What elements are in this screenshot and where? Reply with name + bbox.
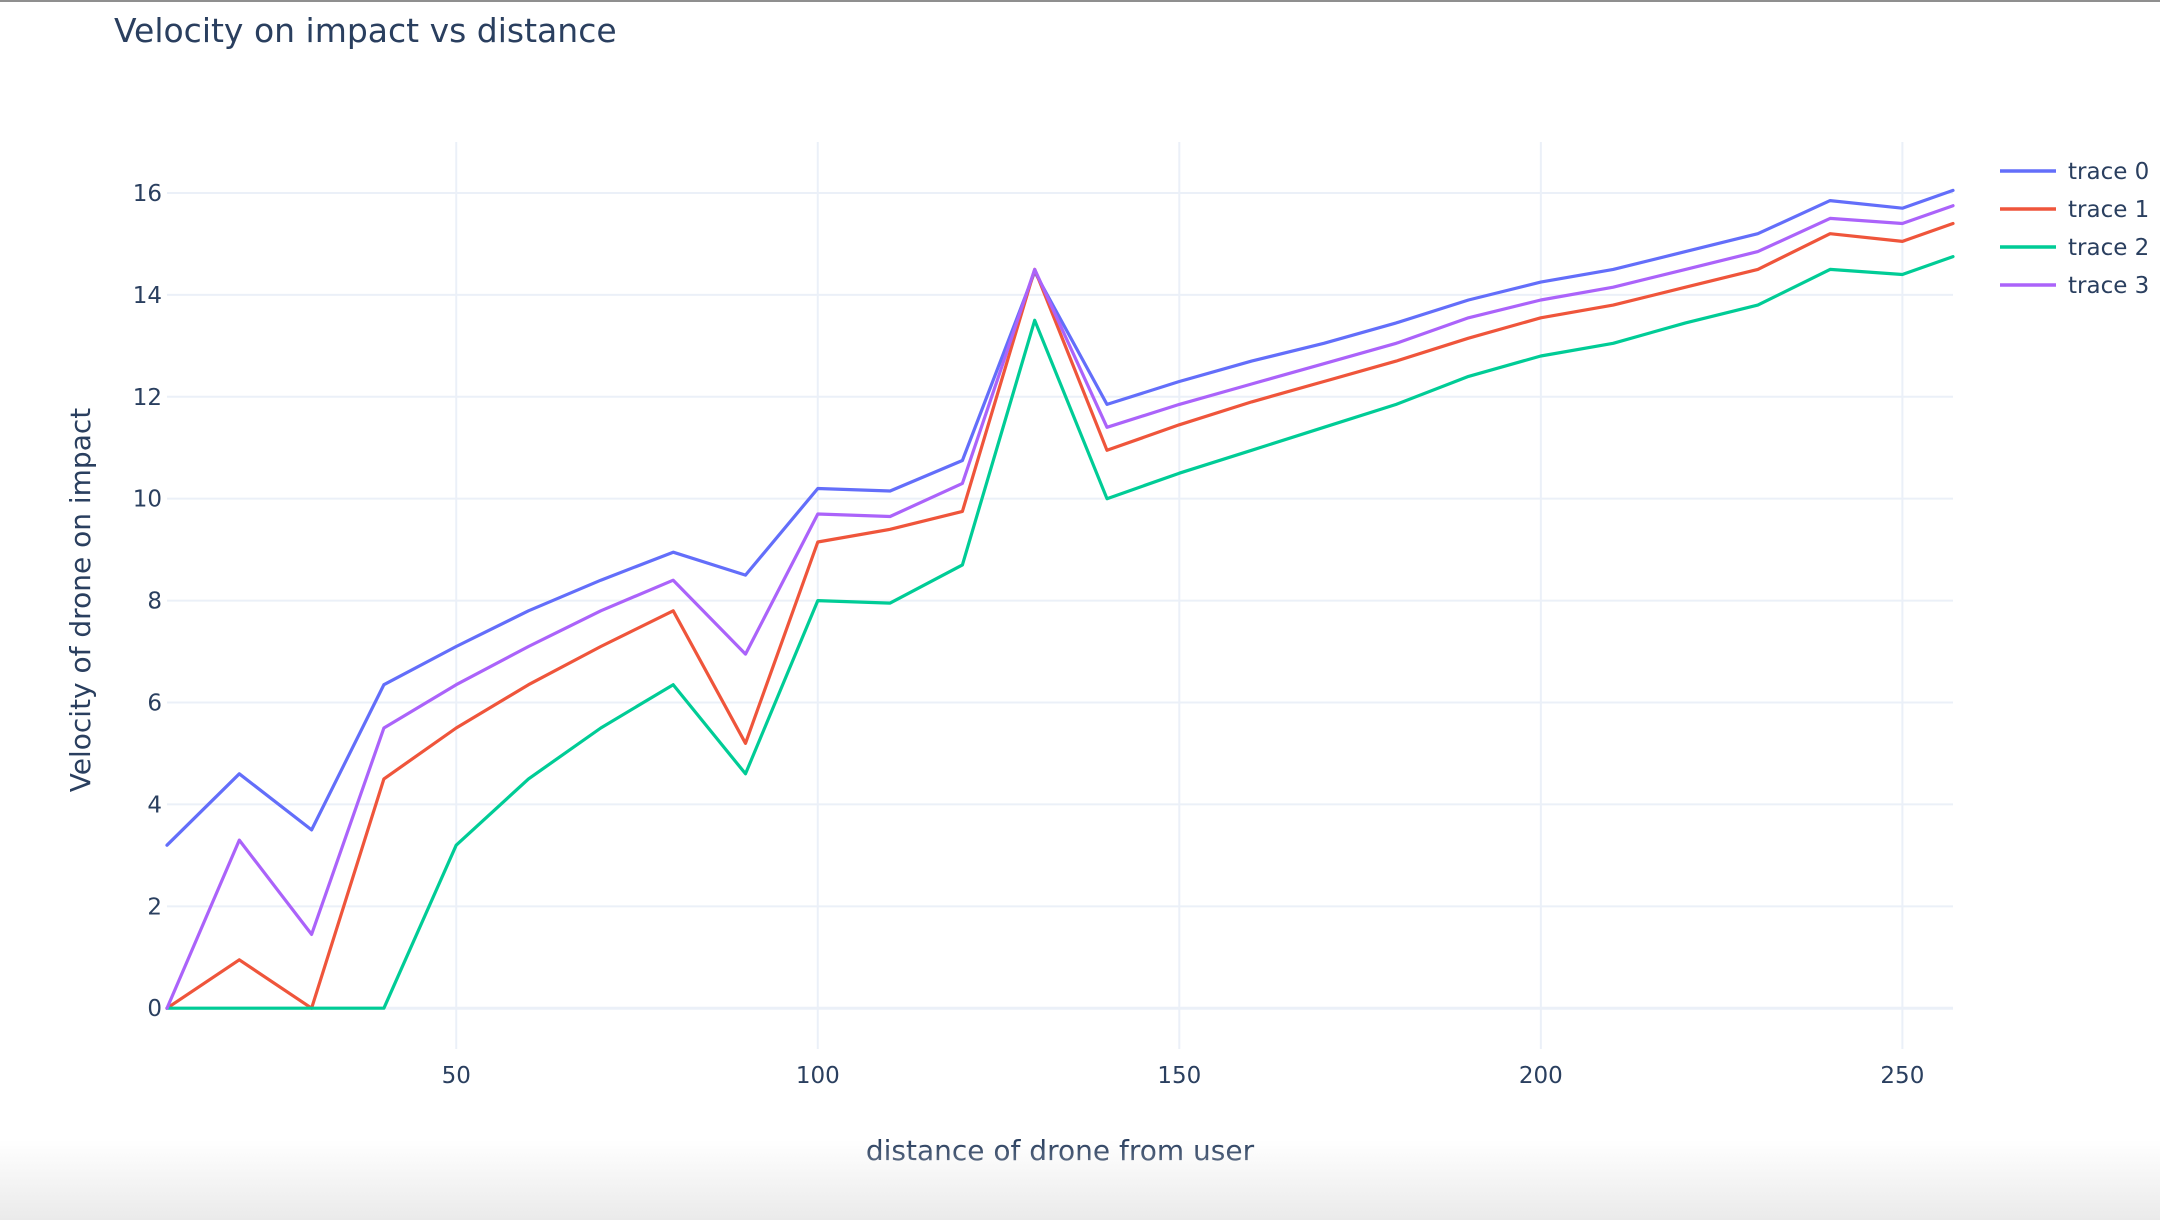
y-tick-label: 12 <box>133 385 162 411</box>
x-tick-label: 150 <box>1157 1063 1201 1089</box>
series-line-trace-0[interactable] <box>165 188 1955 847</box>
series-line-trace-1[interactable] <box>165 221 1955 1010</box>
legend-label: trace 1 <box>2068 197 2149 223</box>
x-axis-ticks: 50 100 150 200 250 <box>442 1063 1925 1089</box>
y-tick-label: 14 <box>133 283 162 309</box>
gridlines <box>167 142 1953 1049</box>
x-tick-label: 100 <box>796 1063 840 1089</box>
x-tick-label: 250 <box>1880 1063 1924 1089</box>
series-line-trace-3[interactable] <box>165 204 1955 1010</box>
legend-item-trace-3[interactable]: trace 3 <box>2000 273 2149 299</box>
x-axis-title: distance of drone from user <box>866 1134 1255 1167</box>
chart-title: Velocity on impact vs distance <box>114 11 617 50</box>
legend-label: trace 3 <box>2068 273 2149 299</box>
plot-area <box>165 188 1955 1010</box>
y-axis-ticks: 0 2 4 6 8 10 12 14 16 <box>133 181 162 1022</box>
y-tick-label: 10 <box>133 487 162 513</box>
y-tick-label: 4 <box>147 792 162 818</box>
y-tick-label: 16 <box>133 181 162 207</box>
y-tick-label: 8 <box>147 589 162 615</box>
x-tick-label: 50 <box>442 1063 471 1089</box>
legend-item-trace-1[interactable]: trace 1 <box>2000 197 2149 223</box>
legend-label: trace 0 <box>2068 159 2149 185</box>
legend-item-trace-0[interactable]: trace 0 <box>2000 159 2149 185</box>
window-top-border <box>0 0 2160 2</box>
legend[interactable]: trace 0 trace 1 trace 2 trace 3 <box>2000 159 2149 299</box>
y-tick-label: 0 <box>147 996 162 1022</box>
y-axis-title: Velocity of drone on impact <box>64 408 97 792</box>
y-tick-label: 2 <box>147 894 162 920</box>
y-tick-label: 6 <box>147 691 162 717</box>
x-tick-label: 200 <box>1519 1063 1563 1089</box>
legend-label: trace 2 <box>2068 235 2149 261</box>
series-line-trace-2[interactable] <box>165 255 1955 1010</box>
legend-item-trace-2[interactable]: trace 2 <box>2000 235 2149 261</box>
